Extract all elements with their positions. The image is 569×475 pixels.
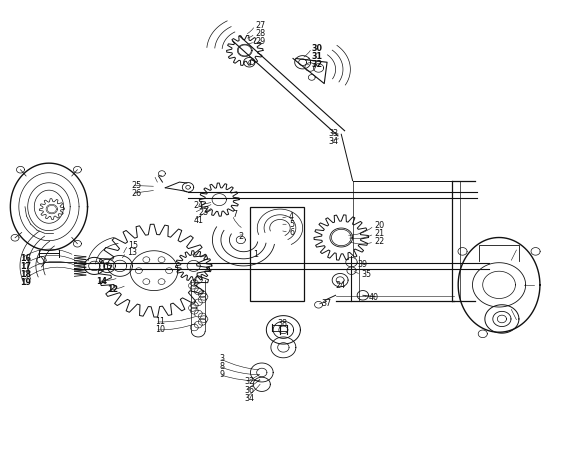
Text: 24: 24	[193, 201, 204, 210]
Text: 5: 5	[289, 220, 294, 229]
Text: 20: 20	[374, 221, 384, 230]
Text: 38: 38	[278, 319, 288, 328]
Text: 9: 9	[219, 370, 224, 379]
Text: 6: 6	[289, 228, 294, 237]
Text: 35: 35	[361, 270, 371, 279]
Text: 1: 1	[253, 249, 258, 258]
Text: 2: 2	[238, 232, 243, 240]
Text: 21: 21	[374, 229, 384, 238]
Text: 23: 23	[198, 209, 208, 218]
Text: 3: 3	[219, 354, 224, 363]
Text: 34: 34	[245, 394, 255, 402]
Text: 30: 30	[312, 44, 323, 53]
Text: 24: 24	[336, 281, 346, 290]
Text: 28: 28	[255, 29, 265, 38]
Text: 36: 36	[245, 386, 255, 395]
Text: 11: 11	[155, 317, 165, 326]
Text: 22: 22	[374, 238, 385, 246]
Text: 17: 17	[20, 262, 31, 271]
Text: 7: 7	[232, 210, 237, 219]
Text: 39: 39	[357, 260, 367, 269]
Text: 18: 18	[20, 270, 32, 279]
Bar	[250, 207, 304, 302]
Text: 25: 25	[131, 181, 142, 190]
Text: 4: 4	[289, 212, 294, 221]
Text: 34: 34	[329, 137, 339, 146]
Text: 33: 33	[329, 129, 339, 138]
Text: 19: 19	[20, 278, 31, 287]
Text: 32: 32	[245, 378, 255, 387]
Text: 13: 13	[127, 248, 137, 257]
Text: 41: 41	[193, 216, 204, 225]
Text: 32: 32	[312, 60, 323, 69]
Text: 15: 15	[129, 240, 138, 249]
Text: 10: 10	[155, 325, 165, 334]
Text: 31: 31	[312, 52, 323, 61]
Text: 16: 16	[20, 254, 31, 263]
Text: 12: 12	[108, 285, 118, 294]
Text: 26: 26	[131, 189, 141, 198]
Text: 8: 8	[219, 362, 224, 371]
Text: 37: 37	[321, 299, 332, 308]
Text: 29: 29	[255, 37, 265, 46]
Text: 14: 14	[96, 276, 107, 285]
Text: 27: 27	[255, 21, 265, 30]
Text: 40: 40	[369, 293, 378, 302]
